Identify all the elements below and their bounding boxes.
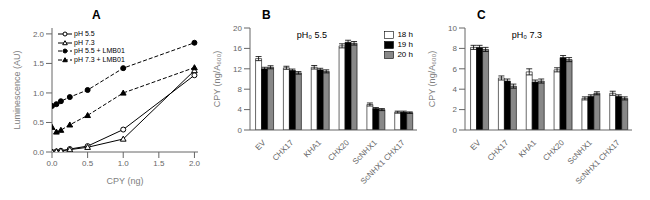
svg-text:1.0: 1.0 (118, 159, 130, 168)
svg-text:CHX20: CHX20 (541, 138, 566, 163)
svg-text:2: 2 (453, 105, 458, 114)
svg-text:8: 8 (238, 85, 243, 94)
svg-text:1.5: 1.5 (153, 159, 165, 168)
svg-text:16: 16 (233, 44, 242, 53)
svg-text:CPY (ng): CPY (ng) (107, 176, 144, 186)
svg-text:2.0: 2.0 (33, 30, 45, 39)
svg-text:ScNHX1 CHX17: ScNHX1 CHX17 (574, 138, 622, 186)
html-text:19 h: 19 h (397, 40, 413, 49)
svg-text:0: 0 (238, 126, 243, 135)
svg-text:Luminescence (AU): Luminescence (AU) (12, 50, 22, 129)
svg-text:20: 20 (233, 24, 242, 33)
svg-text:6: 6 (453, 65, 458, 74)
svg-text:CHX17: CHX17 (486, 138, 511, 163)
svg-text:2.0: 2.0 (189, 159, 201, 168)
svg-text:10: 10 (448, 24, 457, 33)
svg-text:ScNHX1: ScNHX1 (351, 138, 379, 166)
svg-text:8: 8 (453, 44, 458, 53)
svg-text:12: 12 (233, 65, 242, 74)
svg-text:KHA1: KHA1 (517, 138, 539, 160)
svg-text:EV: EV (469, 138, 483, 152)
html-text:B: B (262, 8, 271, 22)
svg-text:CPY (ng/A₆₀₀): CPY (ng/A₆₀₀) (427, 51, 437, 107)
html-text:C: C (477, 8, 486, 22)
svg-text:4: 4 (238, 105, 243, 114)
svg-text:1.0: 1.0 (33, 89, 45, 98)
html-text:pH 5.5: pH 5.5 (74, 30, 95, 37)
html-text:pH₀ 7.3: pH₀ 7.3 (511, 30, 542, 40)
svg-text:0.0: 0.0 (33, 148, 45, 157)
svg-text:0.5: 0.5 (82, 159, 94, 168)
svg-text:ScNHX1 CHX17: ScNHX1 CHX17 (359, 138, 407, 186)
svg-text:0: 0 (453, 126, 458, 135)
svg-text:0.5: 0.5 (33, 118, 45, 127)
svg-text:CPY (ng/A₆₀₀): CPY (ng/A₆₀₀) (212, 51, 222, 107)
html-text:pH 5.5 + LMB01: pH 5.5 + LMB01 (74, 47, 125, 54)
svg-text:4: 4 (453, 85, 458, 94)
html-text:20 h: 20 h (397, 50, 413, 59)
svg-text:CHX17: CHX17 (271, 138, 296, 163)
html-text:pH 7.3 + LMB01: pH 7.3 + LMB01 (74, 55, 125, 63)
svg-text:0.0: 0.0 (46, 159, 58, 168)
html-text:18 h: 18 h (397, 30, 413, 39)
html-text:pH 7.3: pH 7.3 (74, 38, 95, 46)
svg-text:CHX20: CHX20 (326, 138, 351, 163)
svg-text:EV: EV (254, 138, 268, 152)
svg-text:1.5: 1.5 (33, 59, 45, 68)
html-text:pH₀ 5.5: pH₀ 5.5 (296, 30, 327, 40)
svg-text:KHA1: KHA1 (302, 138, 324, 160)
html-text:A: A (92, 8, 101, 22)
svg-text:ScNHX1: ScNHX1 (566, 138, 594, 166)
